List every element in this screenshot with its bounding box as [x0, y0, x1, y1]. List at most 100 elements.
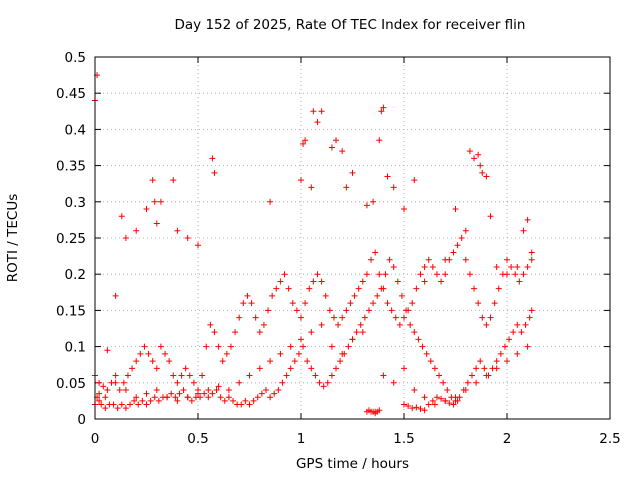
data-point [96, 379, 103, 386]
data-point [339, 148, 346, 155]
y-tick-label: 0 [77, 412, 86, 428]
data-point [295, 350, 302, 357]
data-point [287, 343, 294, 350]
data-point [363, 202, 370, 209]
y-tick-label: 0.2 [65, 267, 86, 283]
data-point [526, 314, 533, 321]
data-point [380, 285, 387, 292]
data-point [211, 169, 218, 176]
data-point [277, 350, 284, 357]
data-point [244, 292, 251, 299]
y-tick-label: 0.3 [65, 195, 86, 211]
data-point [345, 343, 352, 350]
data-point [174, 379, 181, 386]
data-point [122, 235, 129, 241]
data-point [188, 397, 195, 404]
data-point [308, 184, 315, 191]
x-tick-label: 1.5 [393, 431, 414, 447]
data-point [267, 358, 274, 365]
data-point [450, 401, 457, 408]
data-point [316, 379, 323, 386]
data-point [477, 162, 484, 169]
data-point [246, 401, 253, 408]
data-point [512, 271, 519, 278]
x-tick-label: 0 [91, 431, 100, 447]
data-point [324, 379, 331, 386]
x-tick-label: 2.5 [599, 431, 620, 447]
data-point [398, 292, 405, 299]
data-point [225, 394, 232, 401]
data-point [102, 405, 109, 412]
data-point [516, 278, 523, 285]
data-point [380, 372, 387, 379]
data-point [522, 321, 529, 328]
data-point [137, 350, 144, 357]
data-point [495, 285, 502, 292]
data-point [180, 387, 187, 394]
data-point [427, 358, 434, 365]
data-point [254, 394, 261, 401]
data-point [411, 387, 418, 394]
data-point [118, 401, 125, 408]
data-point [256, 329, 263, 336]
data-point [310, 108, 317, 115]
data-point [477, 358, 484, 365]
data-point [112, 292, 119, 299]
data-point [298, 314, 304, 321]
data-point [436, 372, 443, 379]
data-point [433, 271, 440, 278]
data-point [411, 177, 418, 184]
data-point [328, 144, 335, 151]
data-point [215, 343, 222, 350]
data-point [401, 206, 407, 213]
data-point [190, 379, 197, 386]
data-point [318, 321, 325, 328]
data-point [394, 278, 401, 285]
data-point [487, 213, 494, 220]
data-point [96, 397, 103, 404]
data-point [390, 184, 397, 191]
data-point [131, 397, 138, 404]
data-point [528, 256, 535, 263]
data-point [285, 285, 292, 292]
axis-ticks: 0 0.05 0.1 0.15 0.2 0.25 0.3 0.35 0.4 0.45 0.5 0 0.5… [56, 50, 621, 447]
data-point [328, 372, 335, 379]
data-point [493, 358, 500, 365]
data-point [223, 350, 230, 357]
data-point [413, 404, 420, 411]
data-point [475, 151, 482, 158]
data-point [440, 379, 447, 386]
data-point [147, 397, 154, 404]
data-point [184, 394, 191, 401]
data-point [256, 365, 263, 372]
data-point [468, 372, 475, 379]
data-point [376, 137, 383, 144]
data-point [392, 314, 399, 321]
chart-title: Day 152 of 2025, Rate Of TEC Index for r… [174, 17, 526, 33]
data-point [100, 383, 107, 390]
data-point [281, 271, 288, 278]
data-point [133, 394, 140, 401]
data-point [419, 343, 426, 350]
data-point [396, 321, 403, 328]
data-point [378, 108, 385, 115]
data-point [376, 407, 383, 414]
data-point [458, 235, 465, 241]
data-point [143, 401, 150, 408]
data-point [333, 365, 340, 372]
data-point [195, 242, 201, 249]
data-point [351, 292, 358, 299]
data-point [151, 394, 158, 401]
data-point [153, 365, 160, 372]
data-point [450, 249, 457, 256]
y-tick-label: 0.1 [65, 340, 86, 356]
data-point [252, 314, 259, 321]
data-point [409, 300, 416, 307]
data-point [339, 314, 346, 321]
data-point [417, 271, 424, 278]
data-point [343, 184, 350, 191]
data-point [151, 198, 158, 205]
plot-frame [94, 56, 611, 420]
data-point [162, 350, 169, 357]
data-point [203, 343, 210, 350]
